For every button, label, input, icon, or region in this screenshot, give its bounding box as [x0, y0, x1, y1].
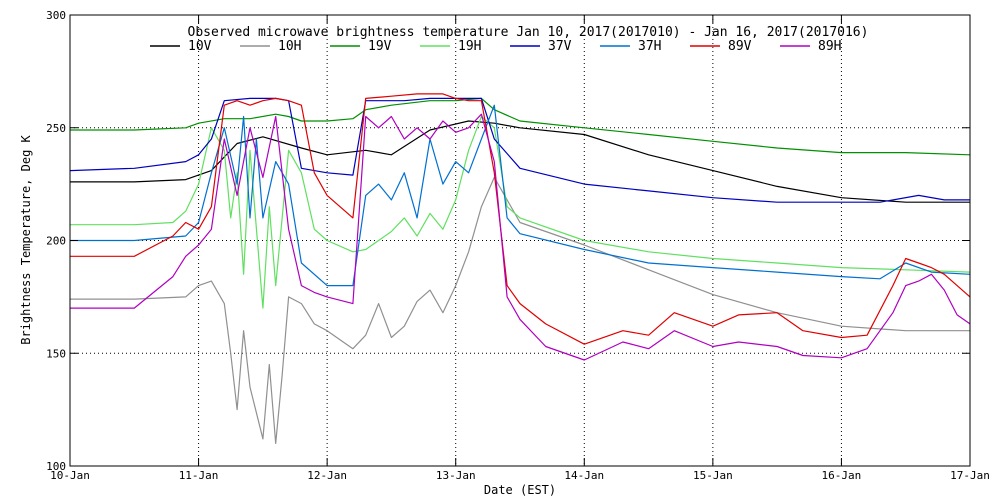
x-tick-label: 10-Jan	[50, 469, 90, 482]
x-tick-label: 14-Jan	[564, 469, 604, 482]
x-tick-label: 17-Jan	[950, 469, 990, 482]
x-axis-label: Date (EST)	[484, 483, 556, 497]
gridlines	[70, 15, 970, 466]
y-tick-label: 150	[46, 347, 66, 360]
x-tick-label: 13-Jan	[436, 469, 476, 482]
legend: 10V 10H 19V 19H 37V 37H 89V 89H	[150, 39, 841, 54]
y-axis-label: Brightness Temperature, Deg K	[19, 134, 33, 344]
y-tick-label: 200	[46, 235, 66, 248]
legend-label-89h: 89H	[818, 39, 841, 54]
series-line-37v	[69, 97, 970, 203]
x-axis-ticks: 10-Jan 11-Jan 12-Jan 13-Jan 14-Jan 15-Jan 16-J…	[50, 15, 990, 482]
legend-label-10h: 10H	[278, 39, 301, 54]
series-line-19v	[70, 97, 971, 156]
x-tick-label: 16-Jan	[822, 469, 862, 482]
x-tick-label: 15-Jan	[693, 469, 733, 482]
y-axis-ticks: 100 150 200 250 300	[46, 9, 970, 473]
legend-label-10v: 10V	[188, 39, 212, 54]
y-tick-label: 250	[46, 122, 66, 135]
x-tick-label: 12-Jan	[307, 469, 347, 482]
x-tick-label: 11-Jan	[179, 469, 219, 482]
series-lines	[69, 93, 971, 444]
y-tick-label: 100	[46, 460, 66, 473]
y-tick-label: 300	[46, 9, 66, 22]
series-line-19h	[70, 115, 971, 309]
legend-label-89v: 89V	[728, 39, 752, 54]
series-line-37h	[70, 104, 971, 287]
series-line-10h	[70, 176, 970, 444]
legend-label-37h: 37H	[638, 39, 661, 54]
legend-label-37v: 37V	[548, 39, 572, 54]
legend-label-19v: 19V	[368, 39, 392, 54]
series-line-89v	[70, 93, 971, 345]
series-line-89h	[70, 113, 971, 361]
chart-title: Observed microwave brightness temperatur…	[188, 25, 869, 40]
series-line-10v	[70, 120, 970, 203]
legend-label-19h: 19H	[458, 39, 481, 54]
